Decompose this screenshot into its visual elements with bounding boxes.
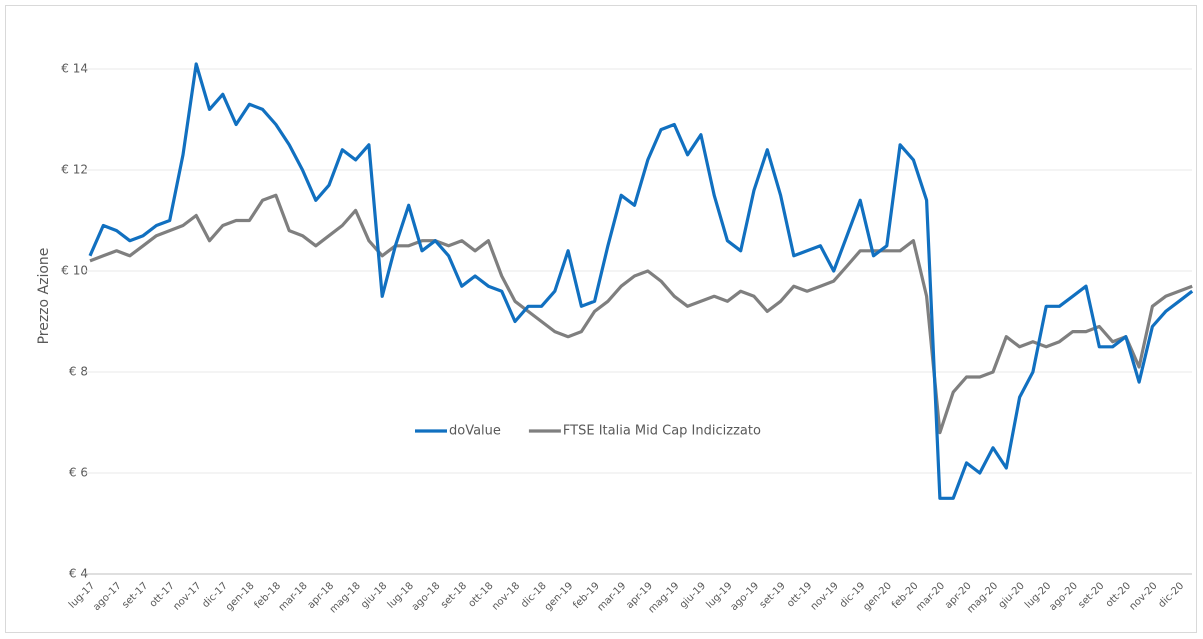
y-tick-label: € 14 [61, 62, 88, 76]
legend-label: FTSE Italia Mid Cap Indicizzato [563, 424, 761, 439]
y-axis-label: Prezzo Azione [36, 248, 52, 345]
y-tick-label: € 8 [69, 365, 88, 379]
chart-frame [5, 5, 1197, 633]
y-tick-label: € 10 [61, 264, 88, 278]
y-tick-label: € 12 [61, 163, 88, 177]
y-tick-label: € 4 [69, 567, 88, 581]
line-series [89, 193, 1193, 435]
y-tick-label: € 6 [69, 466, 88, 480]
line-series [88, 62, 1194, 500]
legend-label: doValue [449, 424, 501, 439]
